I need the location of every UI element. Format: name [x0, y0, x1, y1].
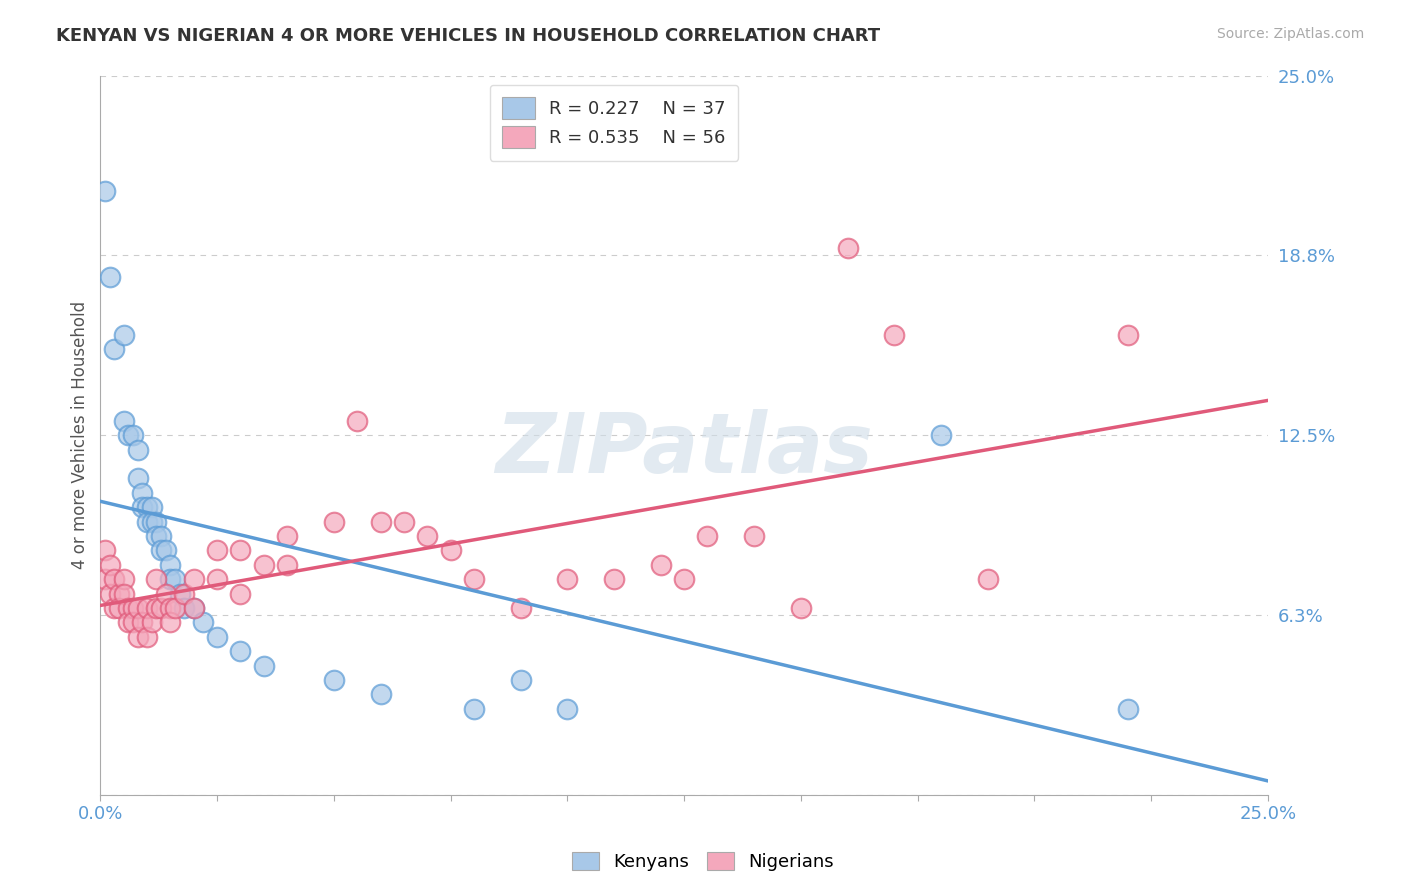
Legend: R = 0.227    N = 37, R = 0.535    N = 56: R = 0.227 N = 37, R = 0.535 N = 56 [489, 85, 738, 161]
Point [883, 327, 905, 342]
Point [117, 601, 139, 615]
Point [150, 601, 173, 615]
Point [127, 471, 149, 485]
Point [94, 572, 117, 586]
Point [159, 572, 181, 586]
Point [131, 615, 153, 630]
Point [145, 572, 167, 586]
Point [696, 529, 718, 543]
Point [276, 529, 298, 543]
Point [117, 615, 139, 630]
Point [183, 601, 205, 615]
Point [557, 572, 579, 586]
Point [98, 558, 121, 572]
Point [742, 529, 765, 543]
Point [191, 615, 214, 630]
Point [509, 601, 531, 615]
Text: KENYAN VS NIGERIAN 4 OR MORE VEHICLES IN HOUSEHOLD CORRELATION CHART: KENYAN VS NIGERIAN 4 OR MORE VEHICLES IN… [56, 27, 880, 45]
Point [603, 572, 626, 586]
Point [141, 515, 163, 529]
Point [837, 241, 859, 255]
Point [976, 572, 998, 586]
Point [165, 601, 187, 615]
Point [94, 184, 117, 198]
Point [136, 601, 159, 615]
Point [205, 630, 228, 644]
Point [117, 428, 139, 442]
Legend: Kenyans, Nigerians: Kenyans, Nigerians [564, 845, 842, 879]
Point [136, 630, 159, 644]
Point [276, 558, 298, 572]
Point [159, 558, 181, 572]
Point [103, 572, 125, 586]
Point [122, 601, 145, 615]
Point [165, 572, 187, 586]
Point [416, 529, 439, 543]
Point [1116, 327, 1139, 342]
Point [370, 687, 392, 701]
Point [127, 442, 149, 457]
Point [136, 515, 159, 529]
Point [159, 615, 181, 630]
Point [159, 601, 181, 615]
Point [205, 572, 228, 586]
Point [155, 586, 177, 600]
Point [322, 515, 344, 529]
Point [122, 428, 145, 442]
Point [145, 601, 167, 615]
Point [131, 486, 153, 500]
Point [322, 673, 344, 687]
Point [346, 414, 368, 428]
Text: Source: ZipAtlas.com: Source: ZipAtlas.com [1216, 27, 1364, 41]
Point [98, 586, 121, 600]
Point [169, 586, 191, 600]
Point [112, 414, 135, 428]
Point [122, 615, 145, 630]
Point [183, 572, 205, 586]
Point [557, 702, 579, 716]
Point [108, 586, 131, 600]
Point [173, 586, 195, 600]
Point [673, 572, 696, 586]
Point [103, 342, 125, 356]
Y-axis label: 4 or more Vehicles in Household: 4 or more Vehicles in Household [72, 301, 89, 569]
Point [145, 529, 167, 543]
Point [145, 515, 167, 529]
Point [155, 543, 177, 558]
Point [463, 572, 485, 586]
Point [131, 500, 153, 515]
Point [127, 630, 149, 644]
Point [173, 601, 195, 615]
Point [141, 500, 163, 515]
Point [253, 558, 276, 572]
Point [150, 543, 173, 558]
Point [392, 515, 415, 529]
Point [205, 543, 228, 558]
Point [112, 327, 135, 342]
Point [183, 601, 205, 615]
Point [1116, 702, 1139, 716]
Text: ZIPatlas: ZIPatlas [495, 409, 873, 491]
Point [112, 572, 135, 586]
Point [463, 702, 485, 716]
Point [370, 515, 392, 529]
Point [98, 270, 121, 285]
Point [229, 543, 252, 558]
Point [141, 615, 163, 630]
Point [112, 586, 135, 600]
Point [103, 601, 125, 615]
Point [108, 601, 131, 615]
Point [94, 543, 117, 558]
Point [150, 529, 173, 543]
Point [127, 601, 149, 615]
Point [253, 658, 276, 673]
Point [229, 644, 252, 658]
Point [650, 558, 672, 572]
Point [136, 500, 159, 515]
Point [929, 428, 952, 442]
Point [229, 586, 252, 600]
Point [790, 601, 813, 615]
Point [439, 543, 461, 558]
Point [509, 673, 531, 687]
